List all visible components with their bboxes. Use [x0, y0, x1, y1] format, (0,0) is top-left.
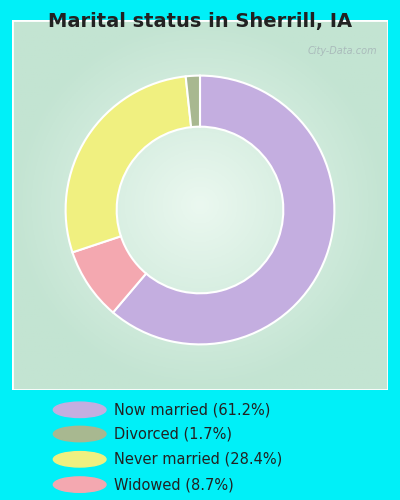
Text: Widowed (8.7%): Widowed (8.7%): [114, 477, 233, 492]
Text: Never married (28.4%): Never married (28.4%): [114, 452, 282, 467]
Circle shape: [53, 426, 106, 442]
Wedge shape: [72, 236, 146, 312]
Circle shape: [53, 402, 106, 417]
Circle shape: [53, 452, 106, 467]
Text: Marital status in Sherrill, IA: Marital status in Sherrill, IA: [48, 12, 352, 32]
Text: Divorced (1.7%): Divorced (1.7%): [114, 426, 232, 442]
Text: Now married (61.2%): Now married (61.2%): [114, 402, 270, 417]
Wedge shape: [66, 76, 191, 252]
Wedge shape: [113, 76, 334, 344]
Text: City-Data.com: City-Data.com: [307, 46, 377, 56]
Wedge shape: [186, 76, 200, 127]
Circle shape: [53, 477, 106, 492]
